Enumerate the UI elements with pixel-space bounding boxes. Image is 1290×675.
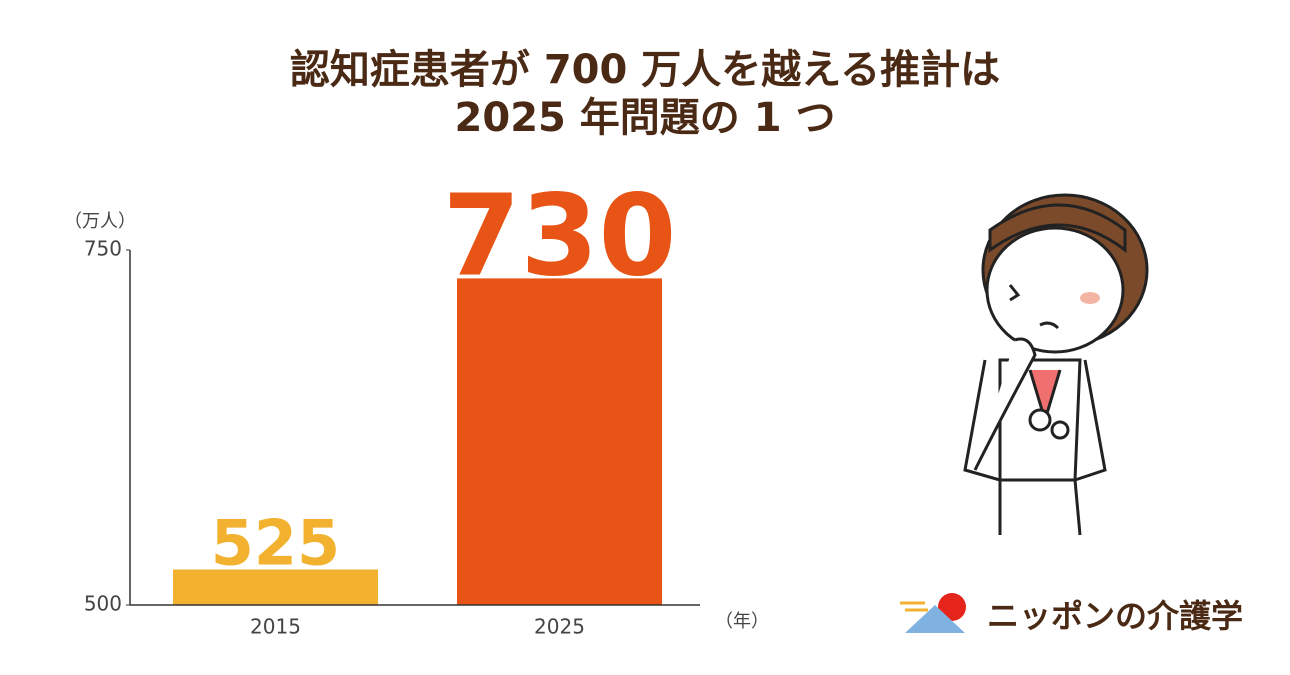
bar: [173, 569, 378, 605]
x-tick-label: 2015: [250, 615, 301, 639]
x-unit: （年）: [715, 611, 769, 632]
chart-title: 2025 年問題の 1 つ: [455, 95, 836, 141]
value-label: 730: [443, 171, 677, 301]
bar: [457, 278, 662, 605]
brand-logo: [900, 593, 966, 633]
y-tick-label: 750: [84, 237, 122, 261]
doctor-illustration: [963, 193, 1149, 536]
chart-title: 認知症患者が 700 万人を越える推計は: [290, 47, 1000, 93]
brand-name: ニッポンの介護学: [987, 597, 1243, 635]
y-tick-label: 500: [84, 592, 122, 616]
y-unit: （万人）: [64, 211, 136, 232]
x-tick-label: 2025: [534, 615, 585, 639]
value-label: 525: [211, 506, 340, 579]
